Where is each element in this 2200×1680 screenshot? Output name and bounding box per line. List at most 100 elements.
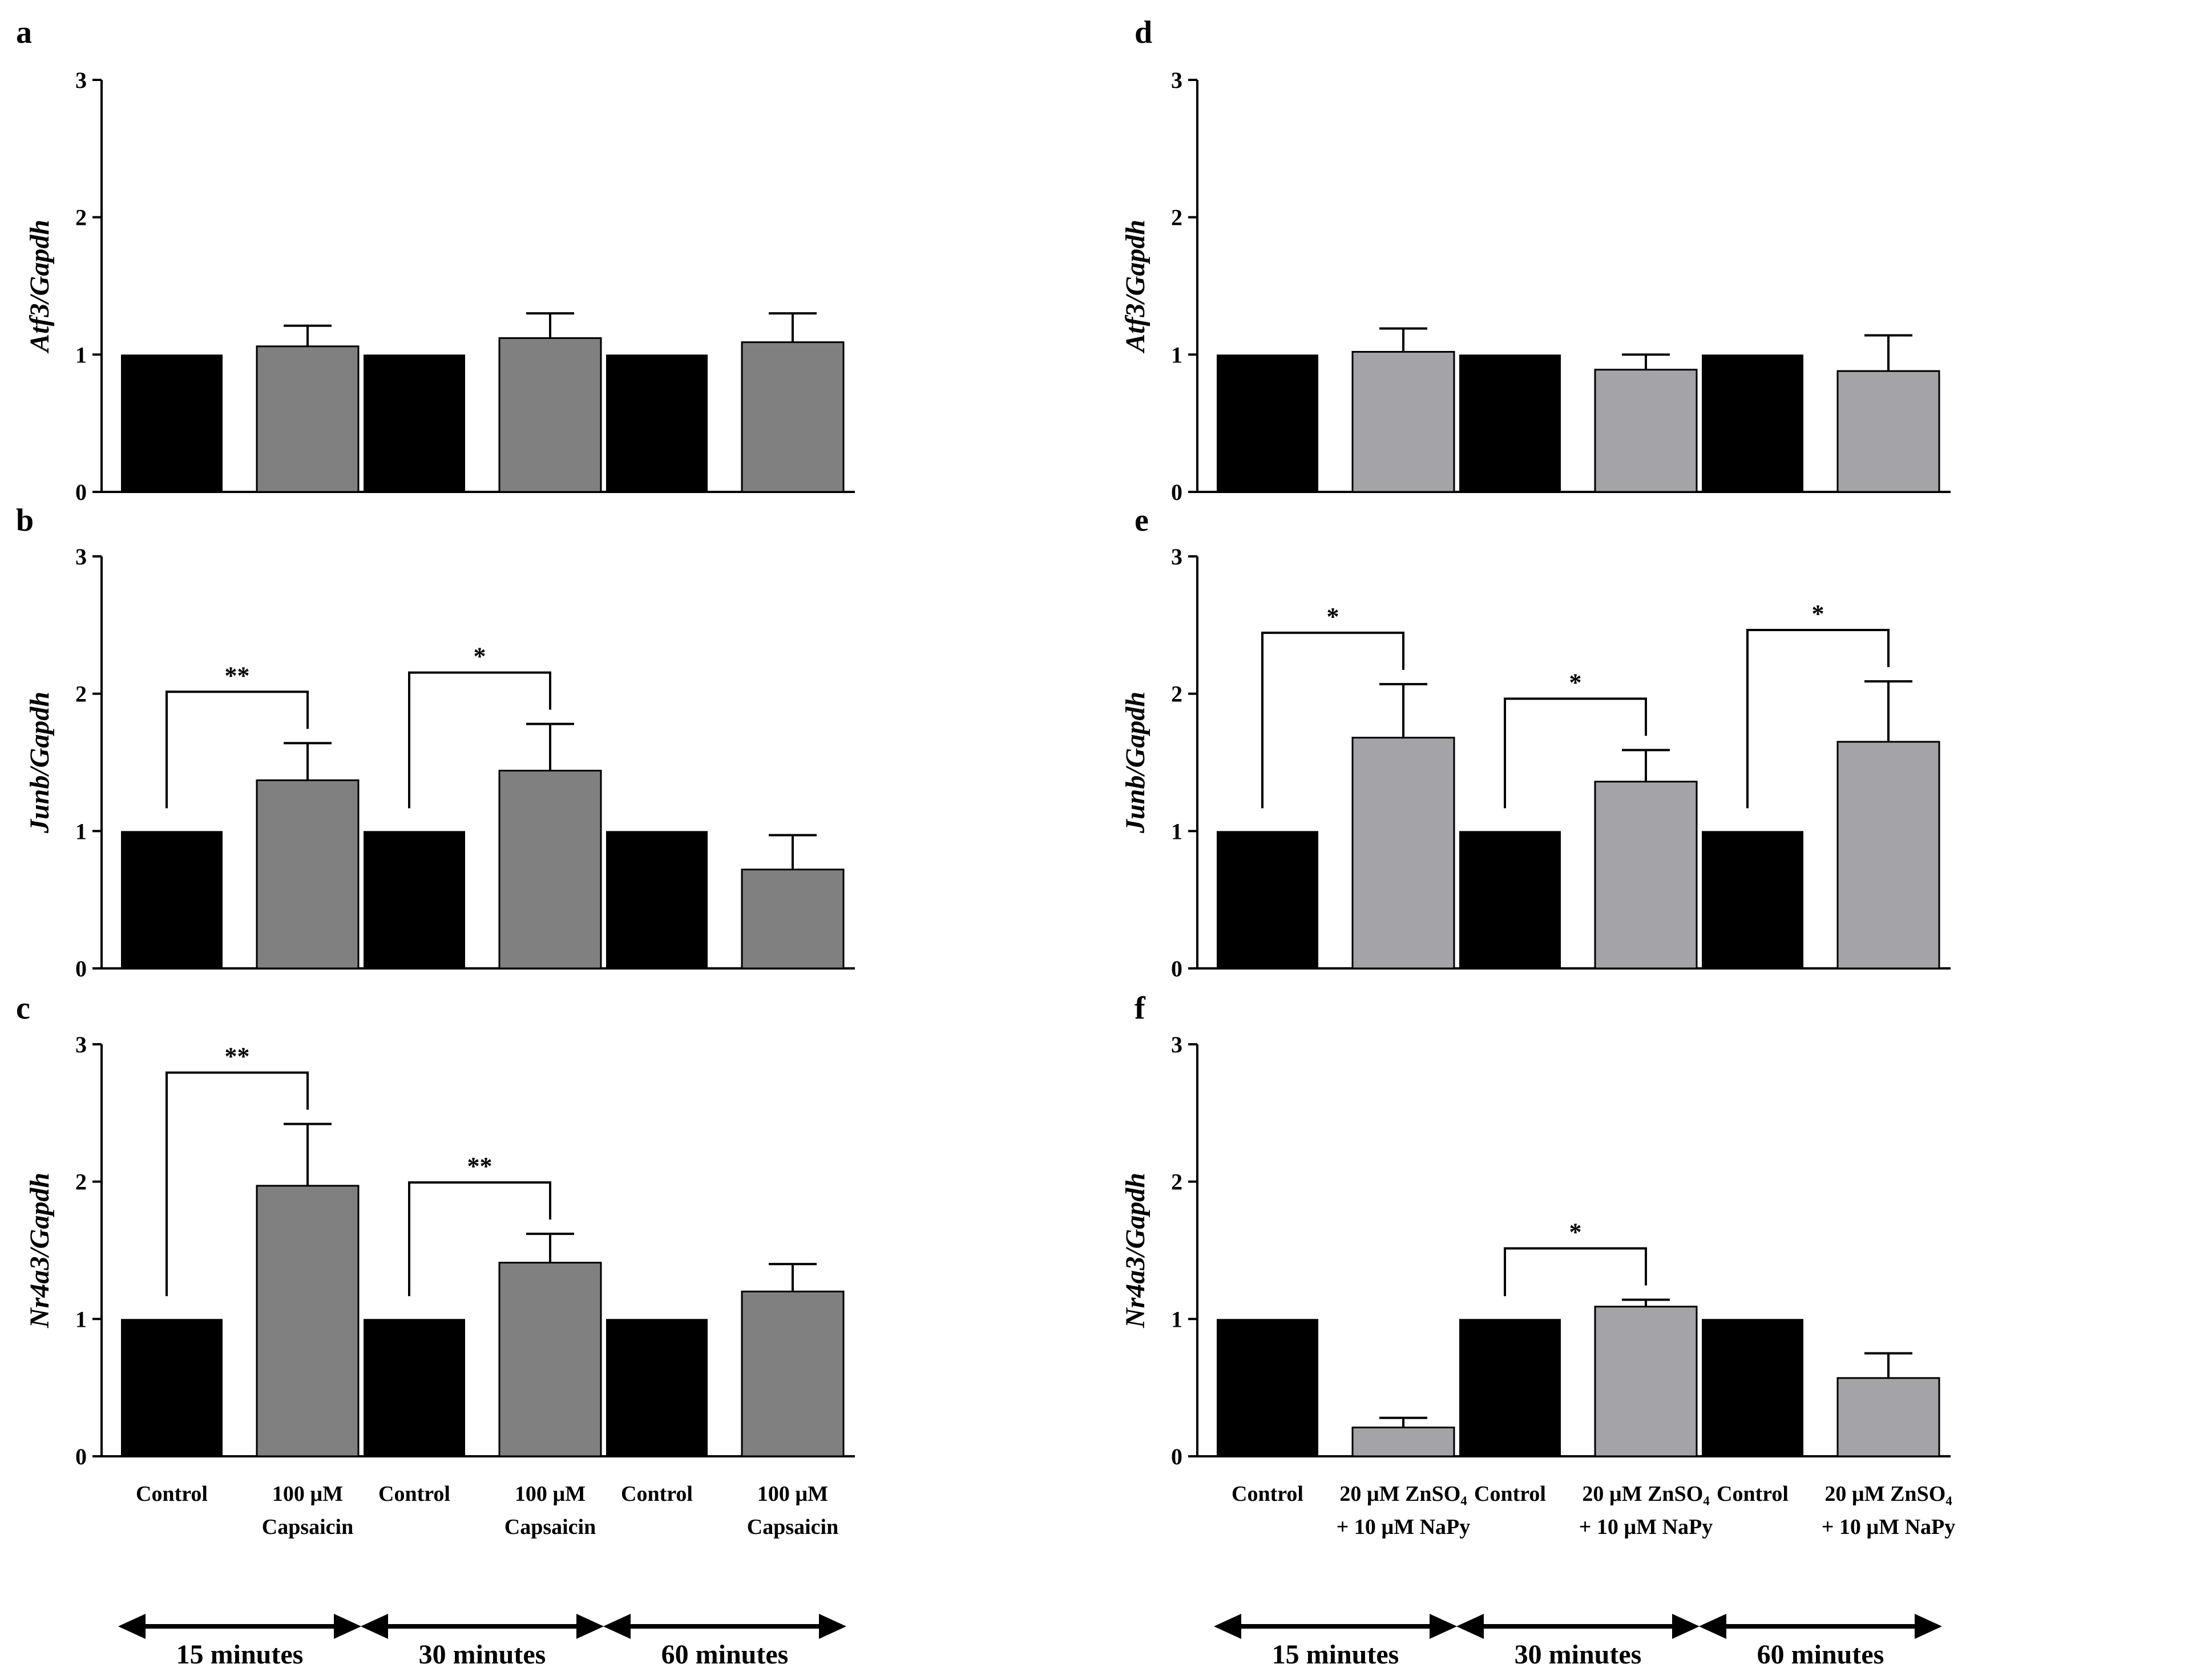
arrow-head-left — [603, 1614, 631, 1639]
x-label-line1: Control — [136, 1482, 208, 1506]
x-label-control: Control — [1717, 1482, 1789, 1506]
time-label: 60 minutes — [661, 1639, 789, 1670]
x-label-line2: Capsaicin — [504, 1515, 596, 1539]
panel-letter: a — [16, 15, 32, 50]
arrow-head-left — [1214, 1614, 1241, 1639]
x-label-line1: Control — [1717, 1482, 1789, 1506]
y-tick-label: 3 — [1171, 67, 1182, 93]
bar-treatment — [1351, 1426, 1455, 1457]
y-axis-label: Junb/Gapdh — [25, 692, 55, 834]
bar-control — [364, 354, 465, 492]
bar-treatment — [498, 337, 602, 493]
y-tick-label: 2 — [1171, 1169, 1182, 1195]
y-axis-label: Atf3/Gapdh — [25, 220, 55, 354]
x-label-control: Control — [1474, 1482, 1546, 1506]
significance-marker: * — [1812, 600, 1824, 628]
y-tick-label: 2 — [1171, 205, 1182, 231]
bar-treatment — [1836, 370, 1940, 493]
x-label-line2: Capsaicin — [747, 1515, 838, 1539]
y-tick-label: 3 — [75, 67, 87, 93]
y-tick-label: 2 — [75, 205, 87, 231]
panel-letter: d — [1135, 15, 1152, 50]
bar-treatment — [256, 779, 360, 970]
y-tick-label: 1 — [75, 342, 87, 368]
x-label-line1: 100 µM — [515, 1482, 586, 1506]
bar-treatment — [741, 869, 845, 970]
significance-bracket — [1504, 697, 1647, 809]
time-label: 15 minutes — [176, 1639, 304, 1670]
time-arrow: 30 minutes — [361, 1614, 604, 1670]
significance-marker: ** — [225, 661, 250, 689]
bar-control — [606, 831, 708, 968]
significance-marker: * — [474, 643, 486, 671]
bar-control — [1217, 1319, 1318, 1456]
x-label-line1: Control — [1474, 1482, 1546, 1506]
significance-bracket — [1504, 1247, 1647, 1297]
arrow-head-right — [576, 1614, 604, 1639]
bar-control — [1459, 831, 1561, 968]
bar-treatment — [1594, 781, 1698, 970]
time-label: 30 minutes — [1515, 1639, 1642, 1670]
y-tick-label: 0 — [75, 479, 87, 505]
bar-treatment — [1836, 1377, 1940, 1457]
panel-letter: f — [1135, 991, 1146, 1026]
arrow-head-right — [1672, 1614, 1700, 1639]
y-tick-label: 2 — [75, 681, 87, 707]
y-tick-label: 0 — [75, 1444, 87, 1469]
x-label-control: Control — [378, 1482, 450, 1506]
significance-marker: ** — [467, 1152, 493, 1180]
time-arrow: 60 minutes — [603, 1614, 846, 1670]
arrow-head-right — [1915, 1614, 1942, 1639]
bar-control — [121, 831, 223, 968]
panel-a: a 0 1 2 3 Atf3/Gapdh — [16, 15, 855, 505]
y-tick-label: 3 — [1171, 544, 1182, 570]
panel-d: d 0 1 2 3 Atf3/Gapdh — [1120, 15, 1951, 505]
arrow-head-right — [1430, 1614, 1457, 1639]
panel-e: e 0 1 2 3 Junb/Gapdh * * * — [1120, 503, 1951, 982]
significance-bracket — [1261, 631, 1404, 809]
bar-treatment — [1351, 737, 1455, 970]
bar-treatment — [741, 341, 845, 493]
x-label-line1: 20 µM ZnSO₄ — [1582, 1482, 1710, 1506]
bar-treatment — [1594, 1306, 1698, 1457]
x-label-control: Control — [621, 1482, 693, 1506]
bar-control — [1459, 354, 1561, 492]
panel-f: f 0 1 2 3 Nr4a3/Gapdh * — [1120, 991, 1951, 1469]
bar-treatment — [1351, 351, 1455, 493]
bar-control — [1217, 354, 1318, 492]
x-label-line1: 100 µM — [272, 1482, 343, 1506]
bar-control — [1702, 1319, 1803, 1456]
bar-control — [1702, 354, 1803, 492]
significance-bracket — [165, 1071, 309, 1297]
y-tick-label: 1 — [75, 1306, 87, 1332]
panel-letter: b — [16, 503, 34, 538]
x-label-treatment: 20 µM ZnSO₄ + 10 µM NaPy — [1337, 1482, 1471, 1539]
significance-marker: ** — [225, 1043, 250, 1071]
x-label-treatment: 20 µM ZnSO₄ + 10 µM NaPy — [1822, 1482, 1956, 1539]
y-tick-label: 1 — [1171, 818, 1182, 844]
bar-treatment — [256, 345, 360, 493]
y-tick-label: 0 — [75, 956, 87, 982]
bar-control — [121, 354, 223, 492]
x-label-control: Control — [136, 1482, 208, 1506]
y-axis-label: Nr4a3/Gapdh — [25, 1173, 55, 1328]
time-label: 60 minutes — [1757, 1639, 1884, 1670]
bar-treatment — [1594, 369, 1698, 493]
time-label: 15 minutes — [1272, 1639, 1399, 1670]
time-arrow: 15 minutes — [1214, 1614, 1457, 1670]
time-arrow: 60 minutes — [1699, 1614, 1942, 1670]
y-tick-label: 1 — [75, 818, 87, 844]
bar-treatment — [1836, 741, 1940, 970]
x-label-line2: Capsaicin — [262, 1515, 353, 1539]
arrow-head-right — [819, 1614, 846, 1639]
panel-c: c 0 1 2 3 Nr4a3/Gapdh ** ** — [16, 991, 855, 1469]
x-label-line1: Control — [378, 1482, 450, 1506]
arrow-head-left — [361, 1614, 388, 1639]
y-tick-label: 1 — [1171, 342, 1182, 368]
x-label-line1: 20 µM ZnSO₄ — [1824, 1482, 1952, 1506]
y-tick-label: 0 — [1171, 479, 1182, 505]
bar-control — [364, 1319, 465, 1456]
bar-treatment — [741, 1290, 845, 1457]
